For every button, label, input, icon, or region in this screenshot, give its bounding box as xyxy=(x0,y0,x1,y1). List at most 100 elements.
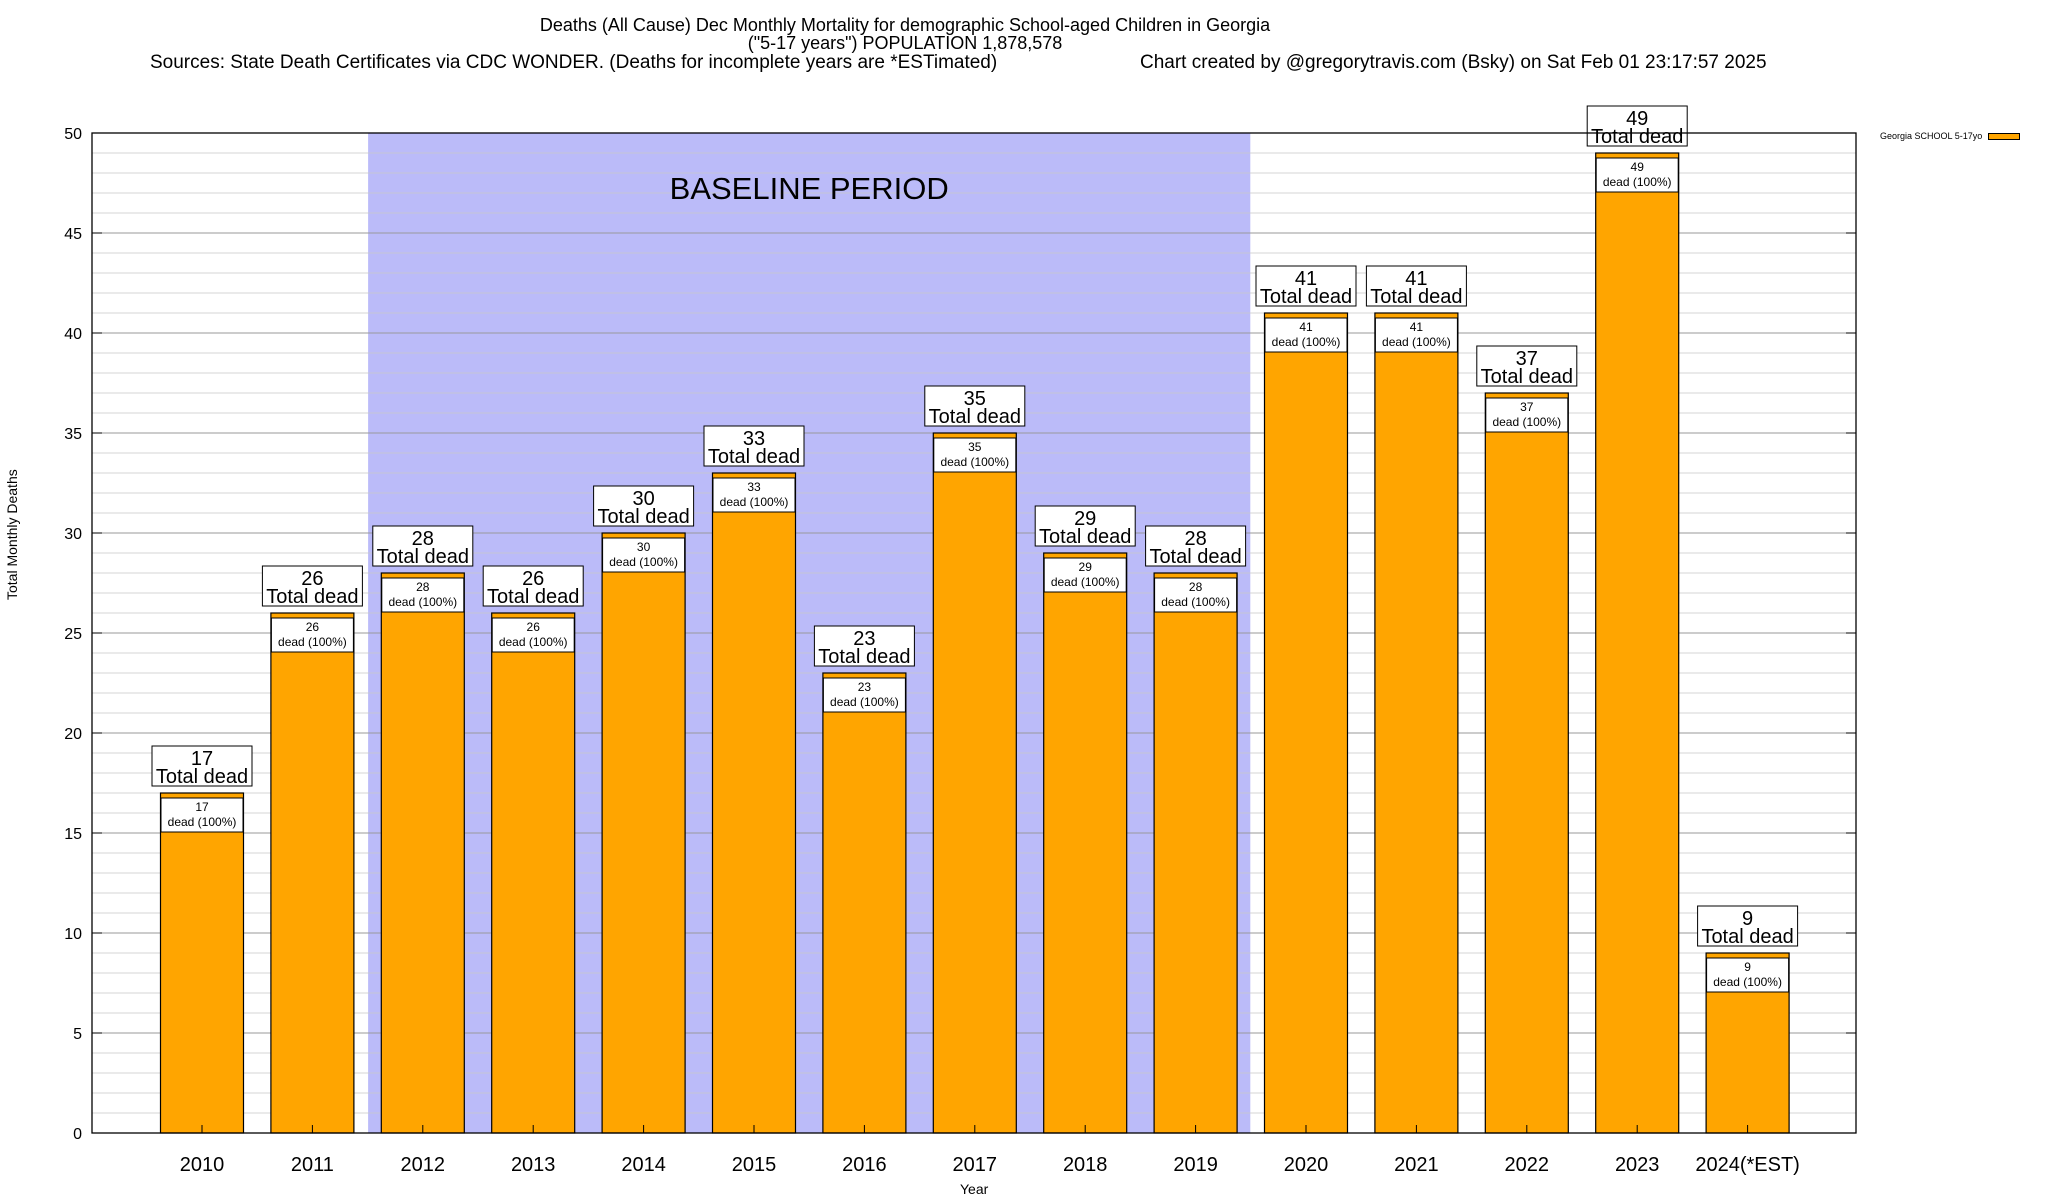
bar-top-text: Total dead xyxy=(1039,526,1131,548)
y-tick-label: 10 xyxy=(64,926,82,943)
legend: Georgia SCHOOL 5-17yo xyxy=(1880,131,2021,141)
y-tick-label: 30 xyxy=(64,526,82,543)
x-tick-label: 2012 xyxy=(401,1154,446,1176)
bar-inner-value: 37 xyxy=(1520,400,1534,414)
bar-top-text: Total dead xyxy=(1370,286,1462,308)
bar-top-text: Total dead xyxy=(1481,366,1573,388)
bar-top-label-box xyxy=(1255,265,1357,307)
baseline-label: BASELINE PERIOD xyxy=(670,171,949,206)
bar-top-value: 37 xyxy=(1516,348,1538,370)
bar-inner-text: dead (100%) xyxy=(609,555,678,569)
bar-inner-label-box xyxy=(822,677,906,713)
y-axis-label: Total Monthly Deaths xyxy=(4,469,20,600)
chart-source-note: Sources: State Death Certificates via CD… xyxy=(150,52,998,73)
bar-top-label-box xyxy=(1034,505,1136,547)
bar-top-label-box xyxy=(703,425,805,467)
bar-top-label-box xyxy=(151,745,253,787)
bar-top-text: Total dead xyxy=(487,586,579,608)
bar-inner-label-box xyxy=(160,797,244,833)
bar-top-label-box xyxy=(924,385,1026,427)
bar-top-label-box xyxy=(372,525,474,567)
legend-label: Georgia SCHOOL 5-17yo xyxy=(1880,131,1983,141)
y-tick-label: 5 xyxy=(73,1026,82,1043)
bar-top-value: 28 xyxy=(1184,528,1206,550)
bar-inner-label-box xyxy=(1154,577,1238,613)
bar-inner-text: dead (100%) xyxy=(168,815,237,829)
bar-inner-label-box xyxy=(381,577,465,613)
bar-top-text: Total dead xyxy=(266,586,358,608)
bar-top-text: Total dead xyxy=(597,506,689,528)
y-tick-label: 20 xyxy=(64,726,82,743)
y-tick-label: 15 xyxy=(64,826,82,843)
bar xyxy=(1043,552,1128,1134)
x-axis-label: Year xyxy=(960,1181,989,1197)
x-tick-label: 2017 xyxy=(953,1154,998,1176)
bar-inner-value: 29 xyxy=(1079,560,1093,574)
bar-top-value: 33 xyxy=(743,428,765,450)
bar-top-label-box xyxy=(593,485,695,527)
bar-inner-value: 23 xyxy=(858,680,872,694)
x-tick-label: 2024(*EST) xyxy=(1695,1154,1800,1176)
bar-inner-label-box xyxy=(933,437,1017,473)
bar-top-value: 41 xyxy=(1405,268,1427,290)
x-tick-label: 2010 xyxy=(180,1154,225,1176)
bar-inner-text: dead (100%) xyxy=(720,495,789,509)
plot-frame xyxy=(91,132,1857,1134)
chart-credit-note: Chart created by @gregorytravis.com (Bsk… xyxy=(1140,52,1767,73)
bar-inner-text: dead (100%) xyxy=(278,635,347,649)
bar-top-label-box xyxy=(482,565,584,607)
bar-inner-text: dead (100%) xyxy=(1272,335,1341,349)
bar-top-value: 29 xyxy=(1074,508,1096,530)
bar-top-label-box xyxy=(1365,265,1467,307)
bar xyxy=(932,432,1017,1134)
bar xyxy=(1374,312,1459,1134)
bar-top-value: 26 xyxy=(301,568,323,590)
bar-top-value: 49 xyxy=(1626,108,1648,130)
bar-top-value: 26 xyxy=(522,568,544,590)
bar-inner-text: dead (100%) xyxy=(388,595,457,609)
bar-top-text: Total dead xyxy=(929,406,1021,428)
bar-inner-label-box xyxy=(491,617,575,653)
bar xyxy=(1263,312,1349,1134)
bar-top-text: Total dead xyxy=(156,766,248,788)
bar-inner-value: 28 xyxy=(416,580,430,594)
y-tick-label: 0 xyxy=(73,1126,82,1143)
bar-top-label-box xyxy=(1697,905,1799,947)
bar-top-value: 41 xyxy=(1295,268,1317,290)
bar-top-text: Total dead xyxy=(818,646,910,668)
x-tick-label: 2015 xyxy=(732,1154,777,1176)
bar-inner-value: 9 xyxy=(1744,960,1751,974)
x-tick-label: 2018 xyxy=(1063,1154,1108,1176)
bar xyxy=(491,612,576,1134)
x-tick-label: 2023 xyxy=(1615,1154,1660,1176)
bar-inner-text: dead (100%) xyxy=(1161,595,1230,609)
bar xyxy=(1484,392,1569,1134)
y-tick-label: 25 xyxy=(64,626,82,643)
bar-inner-value: 33 xyxy=(747,480,761,494)
bar-top-text: Total dead xyxy=(708,446,800,468)
chart-title-line2: ("5-17 years") POPULATION 1,878,578 xyxy=(747,33,1063,53)
x-tick-label: 2014 xyxy=(621,1154,666,1176)
y-tick-label: 45 xyxy=(64,226,82,243)
bar xyxy=(822,672,907,1134)
bar-inner-label-box xyxy=(1374,317,1458,353)
bar-top-text: Total dead xyxy=(1149,546,1241,568)
legend-swatch xyxy=(1988,132,2021,140)
bar-top-label-box xyxy=(1586,105,1688,147)
bar-inner-value: 26 xyxy=(527,620,541,634)
y-tick-label: 40 xyxy=(64,326,82,343)
x-tick-label: 2011 xyxy=(291,1154,334,1176)
bar-inner-label-box xyxy=(270,617,354,653)
bar-top-text: Total dead xyxy=(1591,126,1683,148)
bar-top-value: 28 xyxy=(412,528,434,550)
bar-inner-value: 26 xyxy=(306,620,320,634)
bar-top-value: 35 xyxy=(964,388,986,410)
bar-inner-text: dead (100%) xyxy=(499,635,568,649)
bar-inner-value: 28 xyxy=(1189,580,1203,594)
bar-inner-text: dead (100%) xyxy=(1713,975,1782,989)
chart-title: Deaths (All Cause) Dec Monthly Mortality… xyxy=(539,15,1271,35)
bar-inner-value: 17 xyxy=(195,800,209,814)
bar-inner-value: 41 xyxy=(1299,320,1313,334)
